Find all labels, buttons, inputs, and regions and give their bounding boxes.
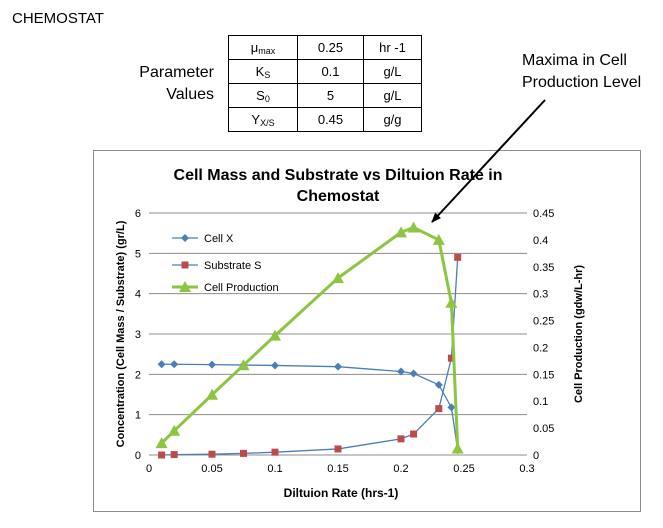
cell-x-point bbox=[397, 367, 405, 376]
substrate-s-point bbox=[158, 451, 166, 459]
y2-tick-label: 0.2 bbox=[533, 342, 548, 354]
cell-x-point bbox=[434, 380, 443, 389]
parameter-row: μmax 0.25 hr -1 bbox=[228, 35, 422, 60]
cell-production-point bbox=[395, 226, 407, 238]
parameter-table: μmax 0.25 hr -1 KS 0.1 g/L S0 5 g/L YX/S… bbox=[228, 35, 422, 132]
x-tick-label: 0.3 bbox=[519, 463, 534, 475]
parameter-symbol: S0 bbox=[228, 83, 298, 108]
cell-production-point bbox=[332, 272, 344, 284]
y-tick-label: 0 bbox=[135, 450, 141, 462]
y2-tick-label: 0.05 bbox=[533, 423, 554, 435]
legend-label-substrate-s: Substrate S bbox=[204, 260, 261, 272]
parameter-unit: g/g bbox=[363, 107, 422, 132]
x-tick-label: 0.25 bbox=[453, 463, 474, 475]
symbol-subscript: 0 bbox=[264, 93, 270, 104]
parameter-unit: hr -1 bbox=[363, 35, 422, 60]
symbol-text: K bbox=[255, 63, 265, 79]
substrate-s-point bbox=[397, 435, 405, 443]
y2-tick-label: 0.3 bbox=[533, 289, 548, 301]
cell-production-point bbox=[155, 437, 168, 449]
legend-marker-substrate-s bbox=[181, 261, 189, 269]
symbol-subscript: max bbox=[258, 45, 276, 56]
cell-x-point bbox=[409, 369, 418, 378]
y2-tick-label: 0.15 bbox=[533, 369, 554, 381]
legend-marker-cell-x bbox=[181, 234, 189, 242]
y2-tick-label: 0.1 bbox=[533, 396, 548, 408]
substrate-s-point bbox=[410, 430, 418, 438]
cell-production-point bbox=[206, 388, 218, 400]
cell-production-point bbox=[445, 296, 458, 308]
legend-label-cell-production: Cell Production bbox=[204, 282, 279, 294]
legend-label-cell-x: Cell X bbox=[204, 233, 234, 245]
y-tick-label: 5 bbox=[135, 248, 141, 260]
y-tick-label: 1 bbox=[135, 410, 141, 422]
symbol-text: Y bbox=[251, 111, 261, 127]
symbol-text: S bbox=[256, 87, 265, 103]
substrate-s-point bbox=[447, 354, 455, 362]
cell-production-point bbox=[269, 329, 281, 341]
cell-production-point bbox=[237, 359, 250, 371]
chart-title-line1: Cell Mass and Substrate vs Diltuion Rate… bbox=[174, 167, 503, 184]
y-tick-label: 3 bbox=[135, 329, 141, 341]
x-tick-label: 0.1 bbox=[267, 463, 282, 475]
x-tick-label: 0 bbox=[146, 463, 152, 475]
y-tick-label: 6 bbox=[135, 208, 141, 220]
chart-title-line2: Chemostat bbox=[297, 188, 380, 205]
y2-tick-label: 0.4 bbox=[533, 235, 548, 247]
maxima-annotation: Maxima in Cell Production Level bbox=[522, 50, 641, 94]
parameter-unit: g/L bbox=[363, 59, 422, 84]
parameter-values-label: Parameter Values bbox=[122, 62, 214, 106]
annotation-line2: Production Level bbox=[522, 74, 642, 91]
y-tick-label: 4 bbox=[135, 289, 141, 301]
cell-production-point bbox=[451, 442, 464, 454]
y2-tick-label: 0.45 bbox=[533, 208, 554, 220]
x-tick-label: 0.2 bbox=[393, 463, 408, 475]
page-title: CHEMOSTAT bbox=[12, 10, 104, 27]
y2-axis-title: Cell Production (gdw/L-hr) bbox=[573, 265, 585, 403]
symbol-subscript: S bbox=[264, 69, 271, 80]
legend-marker-cell-production bbox=[179, 281, 191, 292]
x-tick-label: 0.05 bbox=[201, 463, 222, 475]
cell-x-point bbox=[271, 361, 279, 370]
parameter-symbol: YX/S bbox=[228, 107, 298, 132]
substrate-s-point bbox=[271, 448, 279, 456]
cell-x-point bbox=[157, 360, 166, 369]
parameter-row: YX/S 0.45 g/g bbox=[228, 107, 422, 132]
parameter-value: 0.1 bbox=[297, 59, 364, 84]
x-tick-label: 0.15 bbox=[327, 463, 348, 475]
cell-production-point bbox=[168, 424, 181, 436]
chart-frame bbox=[93, 150, 641, 512]
y2-tick-label: 0.35 bbox=[533, 262, 554, 274]
symbol-text: μ bbox=[250, 39, 259, 55]
cell-x-point bbox=[334, 362, 342, 371]
annotation-arrow bbox=[431, 99, 546, 223]
symbol-subscript: X/S bbox=[260, 117, 275, 128]
substrate-s-point bbox=[454, 253, 462, 261]
cell-production-point bbox=[407, 221, 420, 233]
y-tick-label: 2 bbox=[135, 369, 141, 381]
substrate-s-point bbox=[334, 445, 342, 453]
y2-tick-label: 0.25 bbox=[533, 316, 554, 328]
annotation-line1: Maxima in Cell bbox=[522, 52, 627, 69]
substrate-s-point bbox=[208, 450, 216, 458]
substrate-s-point bbox=[240, 449, 247, 457]
substrate-s-point bbox=[170, 451, 178, 459]
cell-x-point bbox=[170, 360, 179, 369]
cell-production-point bbox=[432, 233, 445, 245]
parameter-label-line1: Parameter bbox=[139, 64, 214, 81]
y-axis-title: Concentration (Cell Mass / Substrate) (g… bbox=[115, 220, 127, 447]
cell-x-point bbox=[447, 403, 456, 412]
parameter-value: 0.25 bbox=[297, 35, 364, 60]
x-axis-title: Diltuion Rate (hrs-1) bbox=[284, 486, 399, 500]
y2-tick-label: 0 bbox=[533, 450, 539, 462]
cell-x-point bbox=[208, 360, 216, 369]
substrate-s-point bbox=[435, 405, 443, 413]
parameter-label-line2: Values bbox=[166, 86, 214, 103]
